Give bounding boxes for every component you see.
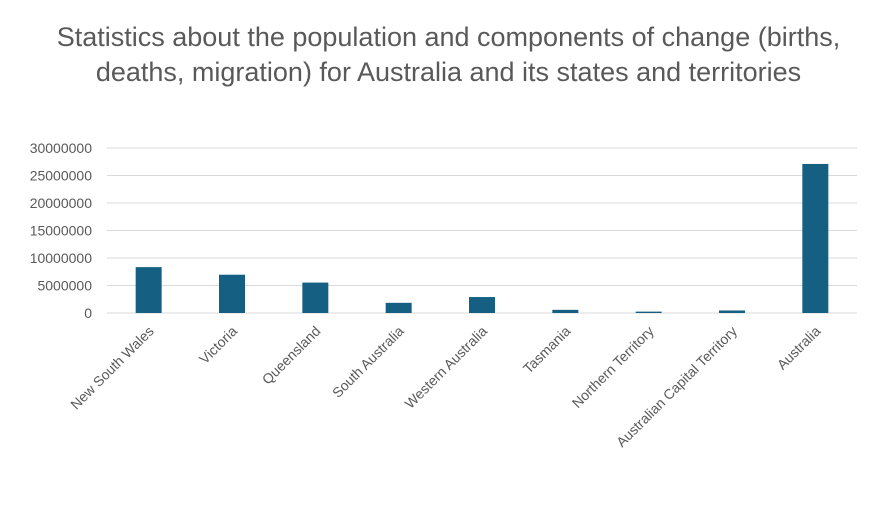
bar: [635, 311, 662, 313]
x-tick-label: Australia: [774, 323, 824, 373]
x-tick-label: Queensland: [259, 323, 324, 388]
bar: [719, 310, 745, 313]
x-tick-label: Tasmania: [520, 323, 574, 377]
chart-title: Statistics about the population and comp…: [56, 22, 841, 87]
x-tick-label: Northern Territory: [569, 323, 657, 411]
bar: [135, 267, 162, 313]
bar: [552, 309, 579, 313]
bar: [219, 274, 245, 313]
bar: [385, 302, 412, 313]
y-tick-label: 15000000: [30, 223, 93, 239]
bar: [469, 297, 495, 313]
y-tick-label: 20000000: [30, 195, 93, 211]
y-tick-label: 0: [84, 305, 92, 321]
y-tick-label: 30000000: [30, 140, 93, 156]
bars: [135, 163, 829, 313]
y-axis-tick-labels: 0 5000000 10000000 15000000 20000000 25000000…: [30, 140, 93, 321]
x-axis-tick-labels: New South Wales Victoria Queensland South A…: [67, 323, 823, 450]
x-tick-label: Victoria: [196, 323, 240, 367]
bar: [302, 282, 329, 313]
x-tick-label: Western Australia: [401, 323, 490, 412]
x-tick-label: South Australia: [329, 323, 407, 401]
y-tick-label: 5000000: [37, 278, 92, 294]
x-tick-label: New South Wales: [67, 323, 157, 413]
y-tick-label: 25000000: [30, 168, 93, 184]
bar: [802, 163, 829, 313]
y-tick-label: 10000000: [30, 250, 93, 266]
